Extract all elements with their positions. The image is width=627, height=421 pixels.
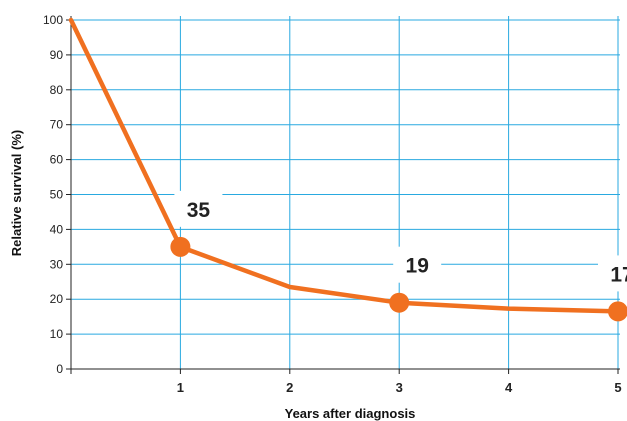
series-line: [68, 17, 621, 314]
y-tick-label: 0: [56, 362, 63, 376]
x-tick-label: 1: [177, 380, 184, 395]
y-tick-label: 80: [50, 83, 64, 97]
x-tick-label: 5: [614, 380, 621, 395]
x-axis-ticks: 1 2 3 4 5: [177, 369, 622, 395]
y-tick-label: 20: [50, 292, 64, 306]
data-label-bg: [598, 255, 627, 292]
y-tick-label: 70: [50, 118, 64, 132]
y-tick-label: 40: [50, 222, 64, 236]
x-tick-label: 3: [396, 380, 403, 395]
y-tick-label: 60: [50, 153, 64, 167]
x-axis-label: Years after diagnosis: [285, 406, 416, 421]
data-point: [170, 236, 191, 257]
data-label: 19: [406, 255, 429, 278]
data-label: 17: [610, 263, 627, 286]
x-tick-label: 4: [505, 380, 513, 395]
y-axis-ticks: 0 10 20 30 40 50 60 70 80 90 100: [43, 13, 71, 376]
y-tick-label: 90: [50, 48, 64, 62]
data-label-bg: [174, 190, 223, 227]
data-point: [389, 292, 410, 313]
data-point: [608, 301, 627, 322]
y-tick-label: 100: [43, 13, 63, 27]
y-tick-label: 30: [50, 257, 64, 271]
series-layer: [68, 17, 627, 322]
y-tick-label: 50: [50, 188, 64, 202]
y-tick-label: 10: [50, 327, 64, 341]
data-labels: 35 19 17: [174, 190, 627, 292]
data-label: 35: [187, 199, 211, 222]
data-label-bg: [393, 246, 442, 283]
x-tick-label: 2: [286, 380, 293, 395]
y-axis-label: Relative survival (%): [9, 130, 24, 256]
